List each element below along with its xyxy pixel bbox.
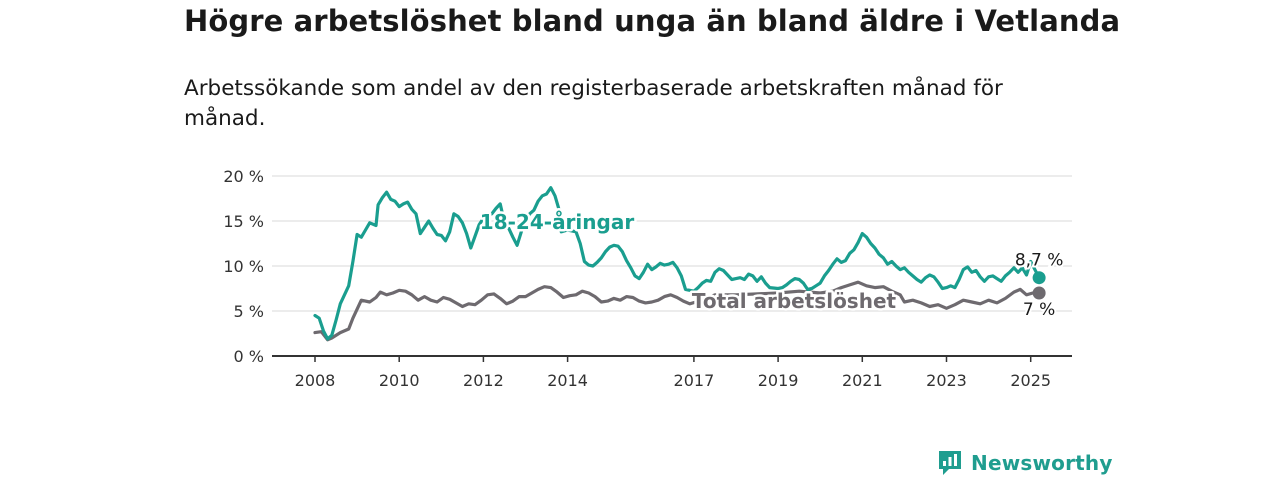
end-total-marker (1032, 286, 1046, 300)
series-line-total (313, 280, 1041, 342)
x-tick-label: 2012 (463, 371, 504, 390)
y-tick-label: 10 % (223, 257, 264, 276)
x-tick-label: 2021 (842, 371, 883, 390)
x-tick-label: 2019 (758, 371, 799, 390)
end-total-value-label: 7 % (1023, 300, 1055, 320)
y-tick-label: 0 % (234, 347, 264, 366)
x-tick-label: 2008 (295, 371, 336, 390)
series-line-18-24 (313, 186, 1041, 341)
chart-title: Högre arbetslöshet bland unga än bland ä… (184, 4, 1121, 38)
x-tick-label: 2010 (379, 371, 420, 390)
x-tick-label: 2014 (547, 371, 588, 390)
series-label-18-24: 18-24-åringar (480, 210, 635, 234)
y-tick-label: 5 % (234, 302, 264, 321)
end-18-24-marker (1032, 271, 1046, 285)
x-tick-label: 2017 (674, 371, 715, 390)
x-tick-label: 2025 (1010, 371, 1051, 390)
brand: Newsworthy (937, 449, 1113, 477)
series-label-total: Total arbetslöshet (692, 289, 897, 313)
chart-subtitle: Arbetssökande som andel av den registerb… (184, 76, 1003, 131)
y-tick-label: 20 % (223, 167, 264, 186)
newsworthy-logo-icon (939, 451, 961, 475)
brand-name: Newsworthy (971, 451, 1113, 475)
y-tick-label: 15 % (223, 212, 264, 231)
x-tick-label: 2023 (926, 371, 967, 390)
end-18-24-value-label: 8,7 % (1015, 251, 1064, 271)
